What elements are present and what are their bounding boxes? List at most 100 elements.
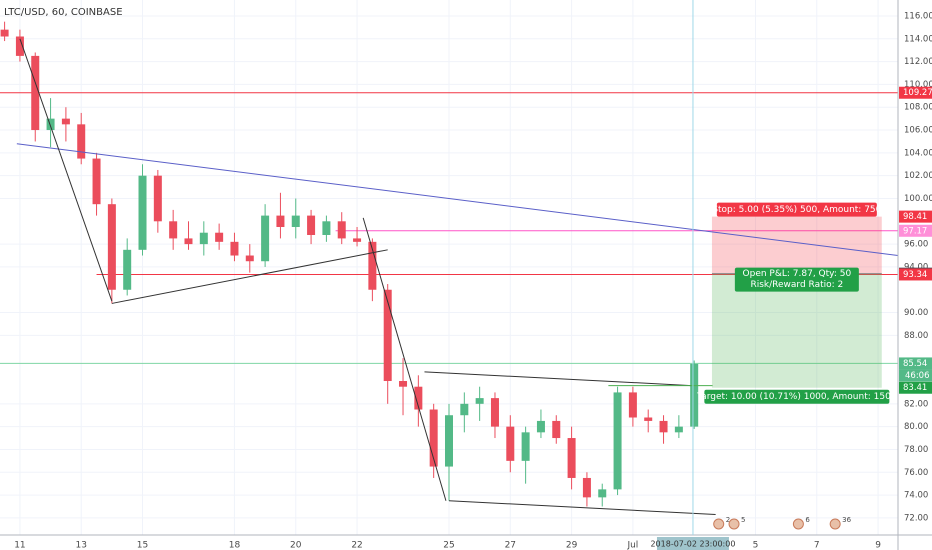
event-icon [792,518,804,530]
x-tick-label: 25 [443,541,454,550]
x-tick-label: 7 [814,541,820,550]
x-tick-label: 5 [753,541,759,550]
price-tag-label: 85.54 [903,359,927,369]
candle-body [199,232,208,245]
candle-body [690,363,699,427]
price-tag-label: 109.27 [903,88,932,98]
countdown-box [899,369,932,382]
position-label-box [716,202,877,217]
candle-body [230,241,239,256]
candle-body [628,392,637,418]
x-tick-label: 20 [290,541,302,550]
candle-body [337,221,346,239]
y-tick-label: 78.00 [904,445,928,455]
candle-body [506,426,515,461]
candle-body [61,118,70,125]
candle-body [276,215,285,228]
event-icon [713,518,725,530]
y-tick-label: 94.00 [904,262,928,272]
y-tick-label: 112.00 [904,57,932,67]
candle-body [475,398,484,404]
trend-line [111,249,388,304]
y-tick-label: 74.00 [904,491,928,501]
x-tick-label: 9 [875,541,881,550]
pnl-box [734,267,859,292]
candle-body [429,409,438,467]
candle-body [322,221,331,235]
x-tick-label: 15 [137,541,148,550]
candle-body [0,29,9,37]
candle-body [414,386,423,410]
event-label: 6 [805,516,810,524]
pnl-label: Open P&L: 7.87, Qty: 50 [743,269,852,279]
price-tag-label: 93.34 [903,270,927,280]
x-tick-label: 11 [14,541,25,550]
stop-zone [711,216,882,274]
candle-body [598,489,607,498]
candle-body [107,204,116,290]
y-tick-label: 106.00 [904,126,932,136]
y-tick-label: 80.00 [904,422,928,432]
candle-body [399,381,408,387]
candle-body [353,238,362,242]
x-tick-label: 22 [351,541,362,550]
trend-line [424,371,692,387]
candle-body [490,398,499,427]
price-tag-label: 83.41 [903,383,927,393]
y-tick-label: 110.00 [904,80,932,90]
trend-line [448,500,716,515]
y-tick-label: 114.00 [904,34,932,44]
candle-body [245,255,254,262]
event-label: 2 [726,516,730,524]
event-label: 36 [842,516,851,524]
y-tick-label: 102.00 [904,171,932,181]
candle-body [445,415,453,467]
y-tick-label: 72.00 [904,513,928,523]
y-tick-label: 96.00 [904,240,928,250]
chart-title: LTC/USD, 60, COINBASE [4,7,123,18]
target-zone [711,273,882,388]
trend-line [16,143,899,257]
y-tick-label: 76.00 [904,468,928,478]
y-tick-label: 108.00 [904,103,932,113]
y-tick-label: 100.00 [904,194,932,204]
price-tag [899,381,932,394]
y-tick-label: 116.00 [904,11,932,21]
price-tag [899,357,932,370]
candle-body [460,403,469,416]
candle-body [674,426,683,433]
candle-body [215,232,224,242]
candle-body [613,392,622,490]
candle-body [138,175,147,250]
trend-line [362,217,447,501]
candle-body [552,420,561,439]
candle-body [659,420,668,433]
price-tag [899,268,932,281]
rr-label: Risk/Reward Ratio: 2 [750,280,843,290]
x-tick-label: 29 [566,541,578,550]
event-label: 5 [741,516,745,524]
price-tag-label: 98.41 [903,212,927,222]
candle-body [644,417,653,421]
x-tick-label: 13 [75,541,86,550]
candle-body [567,438,576,478]
candle-body [536,420,545,433]
x-tick-label: 27 [505,541,516,550]
position-label: Stop: 5.00 (5.35%) 500, Amount: 750 [712,205,881,215]
trend-line [19,38,113,302]
candle-body [307,215,316,235]
y-tick-label: 104.00 [904,148,932,158]
price-tag [899,224,932,237]
price-tag [899,86,932,99]
candle-body [368,241,377,290]
candle-body [123,249,132,290]
y-tick-label: 82.00 [904,399,928,409]
cursor-label: 2018-07-02 23:00:00 [650,540,735,549]
x-tick-label: 18 [229,541,241,550]
candle-body [261,215,270,262]
candle-body [77,124,86,159]
position-label: Target: 10.00 (10.71%) 1000, Amount: 150… [696,392,897,402]
candle-body [521,432,530,461]
event-icon [728,518,740,530]
